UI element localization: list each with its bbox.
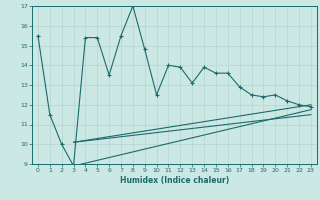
X-axis label: Humidex (Indice chaleur): Humidex (Indice chaleur): [120, 176, 229, 185]
